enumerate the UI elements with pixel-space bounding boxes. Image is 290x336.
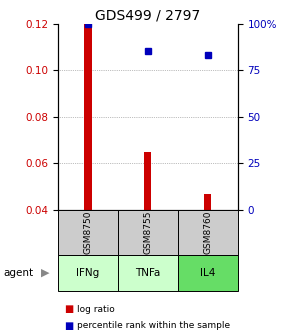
Title: GDS499 / 2797: GDS499 / 2797 (95, 8, 200, 23)
Text: ■: ■ (64, 321, 73, 331)
Text: ▶: ▶ (41, 268, 49, 278)
Bar (84, 24, 92, 210)
Text: percentile rank within the sample: percentile rank within the sample (77, 322, 230, 330)
Bar (144, 152, 151, 210)
Text: GSM8760: GSM8760 (203, 211, 212, 254)
Text: ■: ■ (64, 304, 73, 314)
Text: IL4: IL4 (200, 268, 215, 278)
Text: IFNg: IFNg (76, 268, 99, 278)
Text: TNFa: TNFa (135, 268, 161, 278)
Text: agent: agent (3, 268, 33, 278)
Text: GSM8750: GSM8750 (84, 211, 93, 254)
Bar (204, 194, 211, 210)
Text: log ratio: log ratio (77, 305, 115, 313)
Text: GSM8755: GSM8755 (143, 211, 153, 254)
